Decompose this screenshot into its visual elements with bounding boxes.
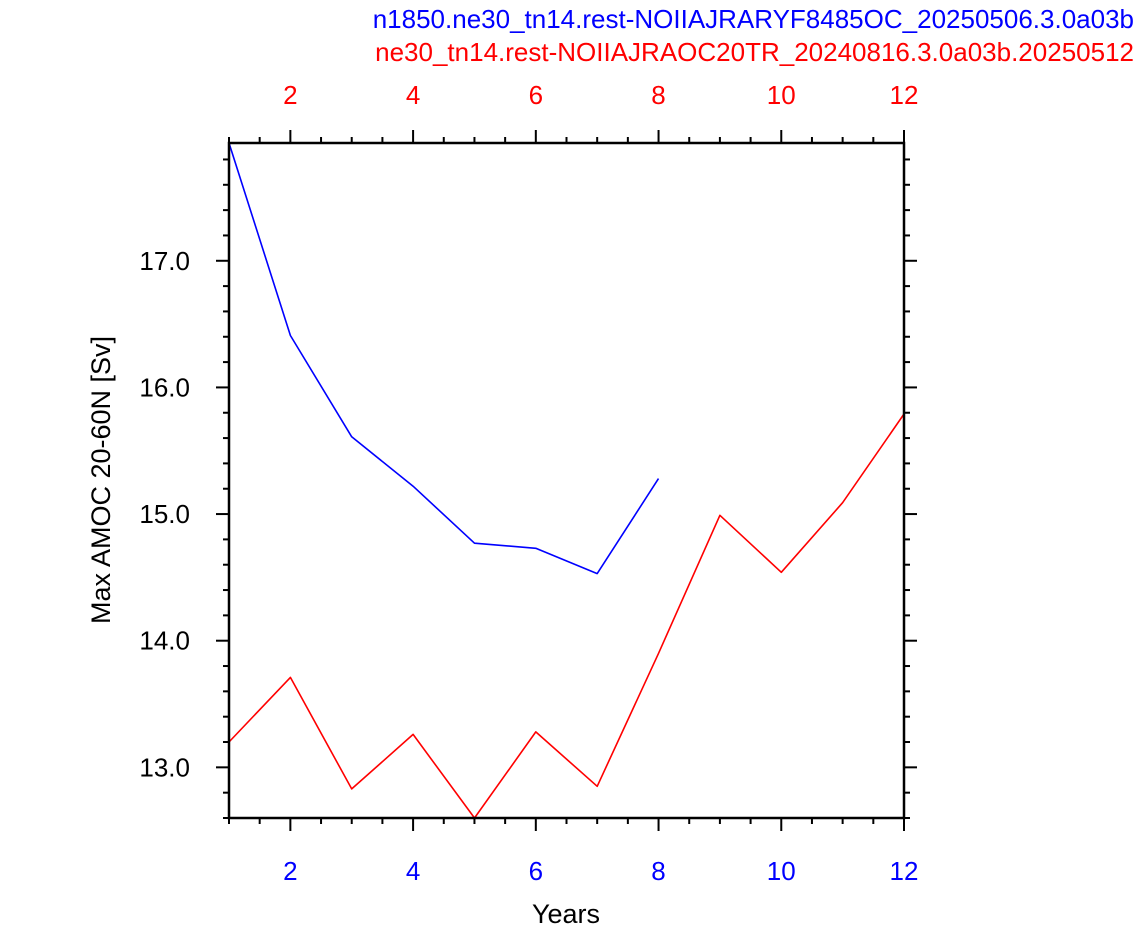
y-axis-label: Max AMOC 20-60N [Sv] (86, 336, 116, 624)
series-line-red (228, 413, 905, 819)
y-tick-label: 15.0 (139, 499, 190, 529)
y-tick-label: 16.0 (139, 372, 190, 402)
x-tick-label-top: 12 (890, 80, 919, 110)
y-tick-label: 17.0 (139, 246, 190, 276)
chart-title-red: ne30_tn14.rest-NOIIAJRAOC20TR_20240816.3… (375, 37, 1134, 67)
series-line-blue (228, 142, 660, 575)
plot-frame (227, 141, 906, 820)
x-tick-label-top: 6 (529, 80, 543, 110)
x-tick-label-bottom: 10 (767, 856, 796, 886)
axes-group: 2 2 4 4 6 6 8 8 10 10 12 12 13.0 14.0 15.0 16.0 17.0 (139, 80, 918, 886)
x-tick-label-top: 10 (767, 80, 796, 110)
x-tick-label-bottom: 8 (651, 856, 665, 886)
x-axis-label: Years (532, 899, 600, 929)
y-tick-label: 14.0 (139, 626, 190, 656)
x-tick-label-bottom: 12 (890, 856, 919, 886)
x-tick-label-bottom: 2 (283, 856, 297, 886)
x-tick-label-bottom: 4 (406, 856, 420, 886)
x-tick-label-top: 8 (651, 80, 665, 110)
y-tick-label: 13.0 (139, 752, 190, 782)
series-group (228, 142, 905, 819)
x-tick-label-top: 4 (406, 80, 420, 110)
x-tick-label-bottom: 6 (529, 856, 543, 886)
x-tick-label-top: 2 (283, 80, 297, 110)
chart-title-blue: n1850.ne30_tn14.rest-NOIIAJRARYF8485OC_2… (373, 4, 1134, 34)
